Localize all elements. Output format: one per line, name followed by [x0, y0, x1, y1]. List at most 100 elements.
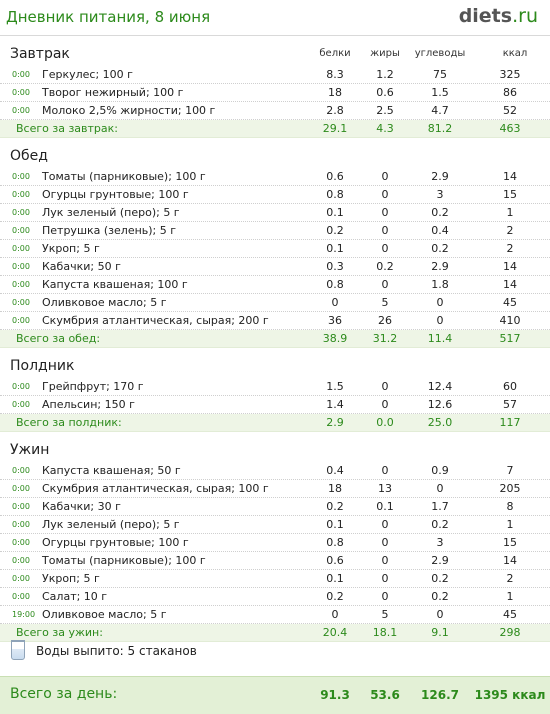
food-name[interactable]: Скумбрия атлантическая, сырая; 100 г	[42, 482, 269, 495]
food-row[interactable]: 0:00 Укроп; 5 г 0.1 0 0.2 2	[0, 570, 550, 588]
meal-total-label: Всего за полдник:	[16, 416, 122, 429]
food-row[interactable]: 0:00 Грейпфрут; 170 г 1.5 0 12.4 60	[0, 378, 550, 396]
food-name[interactable]: Молоко 2,5% жирности; 100 г	[42, 104, 216, 117]
meal-header: Полдник	[0, 356, 550, 378]
food-fat: 0	[381, 464, 389, 477]
food-fat: 1.2	[376, 68, 394, 81]
food-name[interactable]: Капуста квашеная; 100 г	[42, 278, 188, 291]
meal-total-fat: 4.3	[376, 122, 394, 135]
food-protein: 0.2	[326, 590, 344, 603]
food-row[interactable]: 0:00 Скумбрия атлантическая, сырая; 100 г…	[0, 480, 550, 498]
food-carbs: 1.7	[431, 500, 449, 513]
food-fat: 0	[381, 224, 389, 237]
food-name[interactable]: Томаты (парниковые); 100 г	[42, 170, 206, 183]
food-row[interactable]: 0:00 Лук зеленый (перо); 5 г 0.1 0 0.2 1	[0, 204, 550, 222]
food-name[interactable]: Геркулес; 100 г	[42, 68, 133, 81]
food-name[interactable]: Огурцы грунтовые; 100 г	[42, 188, 189, 201]
food-fat: 5	[381, 296, 389, 309]
food-name[interactable]: Лук зеленый (перо); 5 г	[42, 518, 180, 531]
food-kcal: 45	[503, 608, 517, 621]
food-carbs: 0.9	[431, 464, 449, 477]
food-kcal: 60	[503, 380, 517, 393]
food-row[interactable]: 0:00 Апельсин; 150 г 1.4 0 12.6 57	[0, 396, 550, 414]
food-fat: 0	[381, 242, 389, 255]
food-row[interactable]: 0:00 Томаты (парниковые); 100 г 0.6 0 2.9 14	[0, 552, 550, 570]
food-time: 0:00	[12, 298, 30, 307]
food-name[interactable]: Петрушка (зелень); 5 г	[42, 224, 177, 237]
meal-total-protein: 38.9	[322, 332, 348, 345]
food-fat: 0	[381, 206, 389, 219]
food-row[interactable]: 0:00 Укроп; 5 г 0.1 0 0.2 2	[0, 240, 550, 258]
food-row[interactable]: 0:00 Кабачки; 30 г 0.2 0.1 1.7 8	[0, 498, 550, 516]
meal-total-label: Всего за завтрак:	[16, 122, 119, 135]
food-time: 0:00	[12, 484, 30, 493]
food-time: 0:00	[12, 400, 30, 409]
food-name[interactable]: Укроп; 5 г	[42, 242, 100, 255]
food-time: 0:00	[12, 466, 30, 475]
meal-header: Обед	[0, 146, 550, 168]
food-name[interactable]: Кабачки; 30 г	[42, 500, 121, 513]
food-kcal: 1	[506, 590, 514, 603]
food-row[interactable]: 0:00 Капуста квашеная; 100 г 0.8 0 1.8 14	[0, 276, 550, 294]
food-carbs: 3	[436, 188, 444, 201]
day-total-label: Всего за день:	[10, 686, 118, 702]
food-row[interactable]: 0:00 Скумбрия атлантическая, сырая; 200 г…	[0, 312, 550, 330]
food-row[interactable]: 0:00 Капуста квашеная; 50 г 0.4 0 0.9 7	[0, 462, 550, 480]
food-row[interactable]: 0:00 Томаты (парниковые); 100 г 0.6 0 2.9 14	[0, 168, 550, 186]
food-name[interactable]: Кабачки; 50 г	[42, 260, 121, 273]
meal-total-kcal: 517	[499, 332, 521, 345]
food-row[interactable]: 19:00 Оливковое масло; 5 г 0 5 0 45	[0, 606, 550, 624]
day-total-bar: Всего за день: 91.3 53.6 126.7 1395 ккал	[0, 676, 550, 714]
food-row[interactable]: 0:00 Петрушка (зелень); 5 г 0.2 0 0.4 2	[0, 222, 550, 240]
food-row[interactable]: 0:00 Лук зеленый (перо); 5 г 0.1 0 0.2 1	[0, 516, 550, 534]
food-kcal: 15	[503, 188, 517, 201]
meal-title: Ужин	[10, 442, 50, 458]
food-row[interactable]: 0:00 Огурцы грунтовые; 100 г 0.8 0 3 15	[0, 186, 550, 204]
food-name[interactable]: Оливковое масло; 5 г	[42, 608, 167, 621]
food-protein: 0	[331, 296, 339, 309]
food-row[interactable]: 0:00 Кабачки; 50 г 0.3 0.2 2.9 14	[0, 258, 550, 276]
food-protein: 1.4	[326, 398, 344, 411]
food-name[interactable]: Грейпфрут; 170 г	[42, 380, 144, 393]
food-name[interactable]: Скумбрия атлантическая, сырая; 200 г	[42, 314, 269, 327]
food-protein: 0.6	[326, 170, 344, 183]
food-row[interactable]: 0:00 Творог нежирный; 100 г 18 0.6 1.5 86	[0, 84, 550, 102]
food-protein: 0.2	[326, 224, 344, 237]
food-name[interactable]: Капуста квашеная; 50 г	[42, 464, 181, 477]
food-protein: 0.6	[326, 554, 344, 567]
food-name[interactable]: Огурцы грунтовые; 100 г	[42, 536, 189, 549]
meal-total-carbs: 11.4	[427, 332, 453, 345]
food-name[interactable]: Укроп; 5 г	[42, 572, 100, 585]
food-time: 0:00	[12, 106, 30, 115]
food-name[interactable]: Лук зеленый (перо); 5 г	[42, 206, 180, 219]
site-logo[interactable]: diets.ru	[459, 5, 538, 27]
food-name[interactable]: Апельсин; 150 г	[42, 398, 135, 411]
meal-total-protein: 29.1	[322, 122, 348, 135]
food-fat: 0	[381, 572, 389, 585]
food-protein: 8.3	[326, 68, 344, 81]
meal-total-protein: 2.9	[326, 416, 344, 429]
food-protein: 0.8	[326, 188, 344, 201]
food-name[interactable]: Оливковое масло; 5 г	[42, 296, 167, 309]
food-name[interactable]: Томаты (парниковые); 100 г	[42, 554, 206, 567]
food-kcal: 14	[503, 278, 517, 291]
food-carbs: 0.4	[431, 224, 449, 237]
food-row[interactable]: 0:00 Огурцы грунтовые; 100 г 0.8 0 3 15	[0, 534, 550, 552]
food-kcal: 410	[499, 314, 521, 327]
food-row[interactable]: 0:00 Геркулес; 100 г 8.3 1.2 75 325	[0, 66, 550, 84]
food-protein: 0	[331, 608, 339, 621]
meal-total-carbs: 25.0	[427, 416, 453, 429]
food-name[interactable]: Творог нежирный; 100 г	[42, 86, 184, 99]
food-carbs: 4.7	[431, 104, 449, 117]
food-name[interactable]: Салат; 10 г	[42, 590, 108, 603]
food-row[interactable]: 0:00 Салат; 10 г 0.2 0 0.2 1	[0, 588, 550, 606]
food-protein: 18	[328, 482, 342, 495]
food-protein: 0.8	[326, 278, 344, 291]
food-row[interactable]: 0:00 Молоко 2,5% жирности; 100 г 2.8 2.5 4.7…	[0, 102, 550, 120]
column-header: ккал	[502, 48, 528, 59]
food-carbs: 75	[433, 68, 447, 81]
water-glass-icon	[11, 640, 25, 660]
meal-total-carbs: 81.2	[427, 122, 453, 135]
food-row[interactable]: 0:00 Оливковое масло; 5 г 0 5 0 45	[0, 294, 550, 312]
food-time: 0:00	[12, 70, 30, 79]
